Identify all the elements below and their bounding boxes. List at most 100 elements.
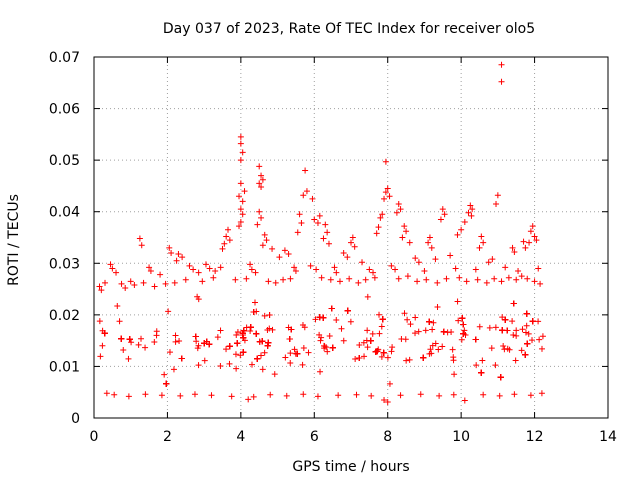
scatter-point-dense bbox=[434, 303, 441, 310]
scatter-point-dense bbox=[317, 337, 324, 344]
scatter-point-dense bbox=[153, 332, 160, 339]
scatter-point-dense bbox=[247, 328, 254, 335]
scatter-point-dense bbox=[300, 344, 307, 351]
scatter-point-dense bbox=[287, 360, 294, 367]
scatter-point-dense bbox=[312, 316, 319, 323]
scatter-point-dense bbox=[386, 380, 393, 387]
scatter-point-dense bbox=[518, 347, 525, 354]
scatter-point-dense bbox=[513, 332, 520, 339]
scatter-point-dense bbox=[519, 326, 526, 333]
scatter-point-dense bbox=[223, 346, 230, 353]
scatter-point-dense bbox=[128, 339, 135, 346]
scatter-point-dense bbox=[538, 345, 545, 352]
scatter-point-dense bbox=[529, 337, 536, 344]
scatter-point-dense bbox=[476, 323, 483, 330]
scatter-point-dense bbox=[513, 327, 520, 334]
scatter-point-dense bbox=[233, 365, 240, 372]
scatter-point-dense bbox=[201, 357, 208, 364]
scatter-point-dense bbox=[458, 336, 465, 343]
scatter-point-dense bbox=[165, 308, 172, 315]
scatter-point-dense bbox=[388, 348, 395, 355]
scatter-point-dense bbox=[271, 371, 278, 378]
scatter-point-dense bbox=[316, 331, 323, 338]
scatter-point-dense bbox=[479, 357, 486, 364]
scatter-point-dense bbox=[412, 330, 419, 337]
scatter-point-dense bbox=[114, 303, 121, 310]
scatter-point-dense bbox=[170, 366, 177, 373]
scatter-point-dense bbox=[430, 319, 437, 326]
scatter-point-dense bbox=[455, 317, 462, 324]
scatter-point-dense bbox=[172, 332, 179, 339]
scatter-point-dense bbox=[439, 343, 446, 350]
scatter-point-dense bbox=[120, 347, 127, 354]
scatter-point-dense bbox=[324, 348, 331, 355]
scatter-point-dense bbox=[364, 293, 371, 300]
scatter-point-dense bbox=[539, 333, 546, 340]
scatter-point-dense bbox=[237, 352, 244, 359]
scatter-point-dense bbox=[251, 299, 258, 306]
scatter-point-dense bbox=[378, 353, 385, 360]
scatter-point-dense bbox=[389, 344, 396, 351]
scatter-point-dense bbox=[99, 342, 106, 349]
scatter-point-dense bbox=[429, 326, 436, 333]
scatter-point-dense bbox=[299, 361, 306, 368]
scatter-point-dense bbox=[523, 322, 530, 329]
scatter-point-dense bbox=[301, 324, 308, 331]
scatter-point-dense bbox=[536, 336, 543, 343]
scatter-point-dense bbox=[194, 345, 201, 352]
scatter-point-dense bbox=[340, 337, 347, 344]
scatter-point-dense bbox=[444, 329, 451, 336]
scatter-point-dense bbox=[412, 314, 419, 321]
scatter-point-dense bbox=[525, 330, 532, 337]
scatter-point-dense bbox=[486, 324, 493, 331]
scatter-point-dense bbox=[376, 330, 383, 337]
scatter-point-dense bbox=[287, 350, 294, 357]
scatter-point-dense bbox=[488, 345, 495, 352]
scatter-point-dense bbox=[338, 325, 345, 332]
scatter-point-dense bbox=[426, 350, 433, 357]
scatter-point-dense bbox=[510, 331, 517, 338]
scatter-point-dense bbox=[535, 318, 542, 325]
scatter-point-dense bbox=[376, 311, 383, 318]
scatter-point-dense bbox=[172, 338, 179, 345]
scatter-point-dense bbox=[347, 318, 354, 325]
scatter-point-dense bbox=[226, 360, 233, 367]
scatter-point-dense bbox=[321, 343, 328, 350]
scatter-point-dense bbox=[253, 308, 260, 315]
scatter-point-dense bbox=[135, 341, 142, 348]
scatter-point-dense bbox=[449, 346, 456, 353]
scatter-point-dense bbox=[261, 312, 268, 319]
scatter-point-dense bbox=[166, 349, 173, 356]
scatter-point-dense bbox=[305, 349, 312, 356]
scatter-point-dense bbox=[512, 357, 519, 364]
scatter-point-dense bbox=[151, 338, 158, 345]
scatter-point-dense bbox=[138, 335, 145, 342]
scatter-point-dense bbox=[504, 345, 511, 352]
scatter-point-dense bbox=[384, 354, 391, 361]
scatter-point-dense bbox=[492, 362, 499, 369]
scatter-point-dense bbox=[398, 336, 405, 343]
scatter-point-dense bbox=[195, 362, 202, 369]
data-points bbox=[96, 61, 546, 406]
scatter-point-dense bbox=[473, 362, 480, 369]
scatter-point-dense bbox=[214, 334, 221, 341]
scatter-point-dense bbox=[461, 327, 468, 334]
scatter-point-dense bbox=[522, 329, 529, 336]
scatter-point-dense bbox=[317, 368, 324, 375]
scatter-point-dense bbox=[269, 326, 276, 333]
scatter-point-dense bbox=[217, 363, 224, 370]
scatter-point-dense bbox=[435, 346, 442, 353]
scatter-point-dense bbox=[352, 356, 359, 363]
scatter-point-dense bbox=[261, 349, 268, 356]
scatter-point-dense bbox=[96, 318, 103, 325]
scatter-point-dense bbox=[259, 366, 266, 373]
scatter-point-dense bbox=[249, 361, 256, 368]
scatter-point-dense bbox=[97, 353, 104, 360]
scatter-point-dense bbox=[333, 317, 340, 324]
scatter-point-dense bbox=[116, 318, 123, 325]
scatter-point-dense bbox=[125, 355, 132, 362]
scatter-point-dense bbox=[142, 344, 149, 351]
scatter-point-dense bbox=[422, 327, 429, 334]
scatter-point-dense bbox=[361, 353, 368, 360]
